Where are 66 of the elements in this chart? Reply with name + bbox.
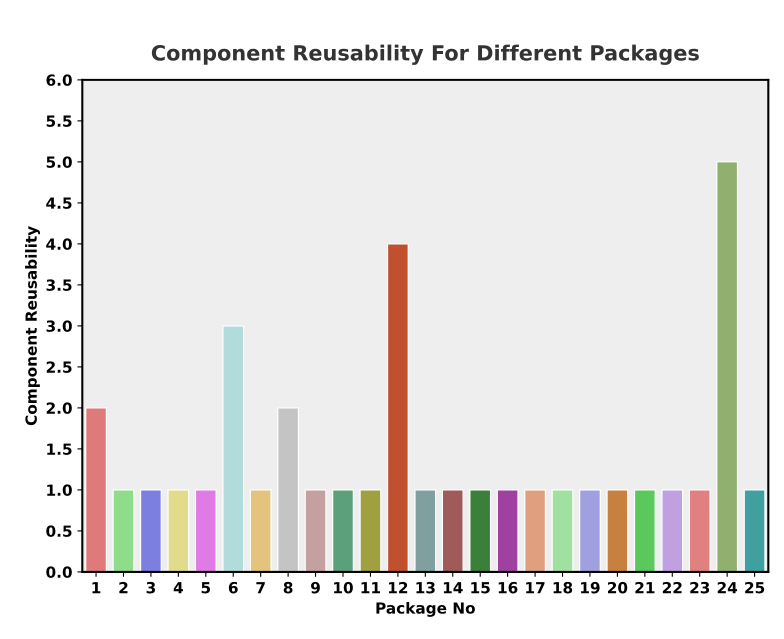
- x-tick-label: 16: [498, 582, 518, 594]
- bar: [222, 325, 244, 572]
- bar: [442, 489, 464, 572]
- x-tick-label: 11: [362, 582, 380, 594]
- x-tick-label: 10: [334, 582, 353, 594]
- x-tick-label: 12: [388, 582, 408, 594]
- bar: [387, 243, 409, 572]
- y-tick-label: 1.5: [47, 444, 72, 455]
- x-tick-label: 7: [256, 582, 265, 594]
- x-tick-label: 17: [526, 582, 544, 594]
- x-tick-label: 6: [228, 582, 238, 594]
- bar: [168, 489, 190, 572]
- x-tick-label: 18: [554, 582, 572, 594]
- y-tick-label: 2.5: [46, 361, 72, 373]
- y-tick-label: 0.0: [46, 566, 72, 578]
- y-tick-label: 4.5: [46, 198, 72, 209]
- x-tick-label: 14: [444, 582, 463, 594]
- y-tick-label: 0.5: [46, 525, 72, 537]
- x-tick-label: 4: [174, 582, 183, 594]
- bar: [140, 489, 162, 572]
- y-tick-label: 1.0: [47, 484, 72, 496]
- bar: [688, 489, 711, 572]
- y-tick-label: 4.0: [46, 238, 72, 250]
- bar: [716, 161, 738, 572]
- x-tick-label: 22: [662, 582, 682, 594]
- y-tick-label: 3.0: [46, 320, 72, 332]
- y-tick-label: 2.0: [46, 402, 72, 414]
- bar: [85, 407, 107, 572]
- y-tick-label: 5.5: [46, 116, 72, 127]
- x-tick-label: 13: [416, 582, 435, 594]
- x-tick-label: 19: [581, 582, 600, 594]
- x-tick-label: 5: [202, 582, 210, 594]
- bar: [469, 489, 492, 572]
- bar: [744, 489, 766, 572]
- bar: [496, 489, 518, 572]
- bar: [304, 489, 326, 572]
- bar: [524, 489, 546, 572]
- x-axis-title: Package No: [376, 602, 475, 617]
- x-tick-label: 23: [690, 582, 710, 594]
- bar: [661, 489, 684, 572]
- bar: [112, 489, 134, 572]
- x-tick-label: 9: [311, 582, 320, 594]
- bar: [634, 489, 656, 572]
- bar: [552, 489, 574, 572]
- x-tick-label: 2: [119, 582, 128, 594]
- x-tick-label: 24: [718, 582, 738, 594]
- y-tick-label: 5.0: [46, 156, 72, 168]
- bar: [250, 489, 272, 572]
- bar: [360, 489, 382, 572]
- x-tick-label: 8: [284, 582, 292, 594]
- x-tick-label: 15: [471, 582, 490, 594]
- bar: [579, 489, 601, 572]
- bar: [332, 489, 354, 572]
- y-tick-label: 6.0: [46, 74, 72, 86]
- bar: [606, 489, 628, 572]
- y-axis-title: Component Reusability: [25, 226, 40, 426]
- bar: [194, 489, 217, 572]
- x-tick-label: 21: [635, 582, 654, 594]
- bar: [414, 489, 436, 572]
- chart-title: Component Reusability For Different Packages: [152, 44, 699, 65]
- x-tick-label: 20: [608, 582, 628, 594]
- x-tick-label: 1: [92, 582, 100, 594]
- x-tick-label: 25: [745, 582, 764, 594]
- bar: [277, 407, 299, 572]
- x-tick-label: 3: [146, 582, 156, 594]
- y-tick-label: 3.5: [46, 279, 72, 291]
